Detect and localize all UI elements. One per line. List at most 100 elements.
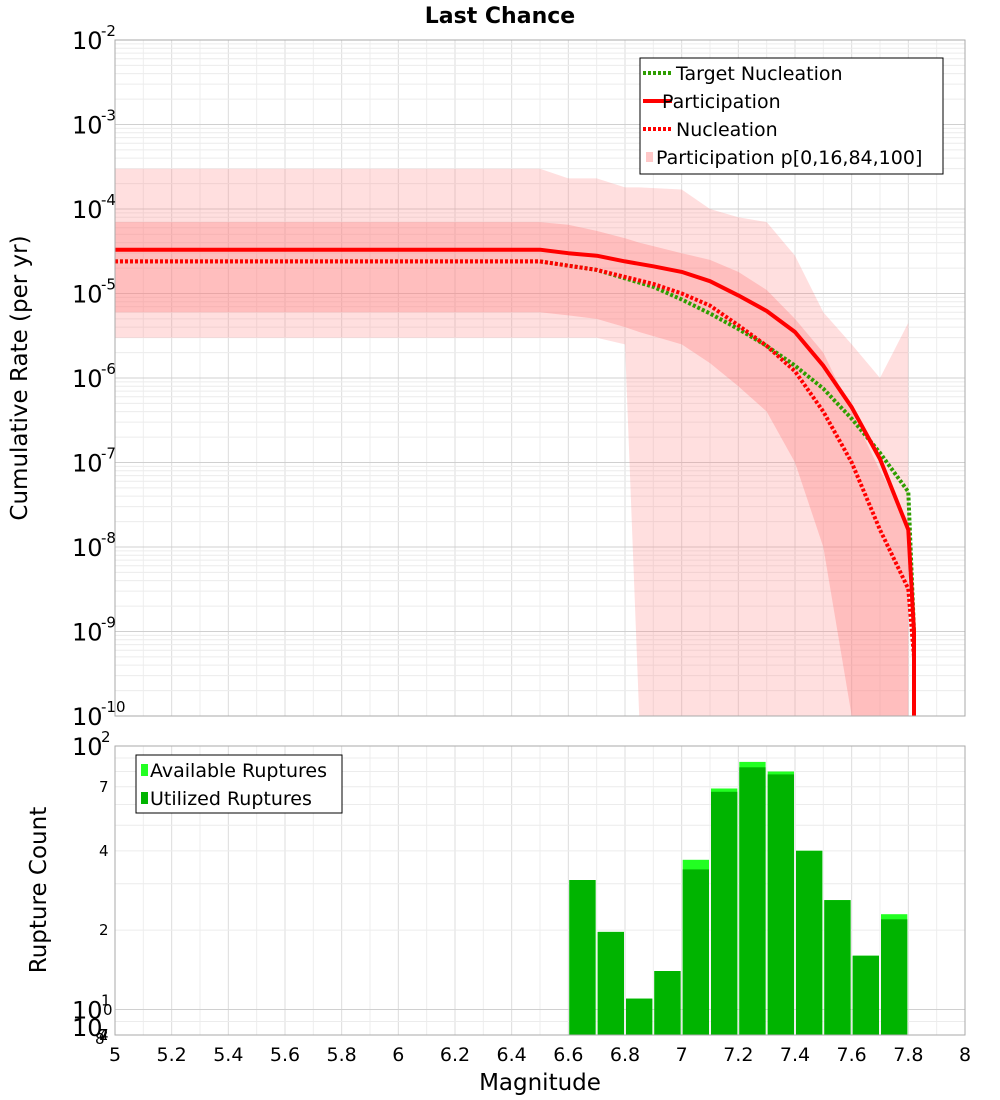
bottom-y-axis-label: Rupture Count [26,807,52,973]
rate-lines [115,247,916,716]
top-y-tick: 10-9 [72,614,116,647]
top-y-tick-exponent: -4 [101,191,116,209]
top-y-tick: 10-6 [72,360,116,393]
top-y-tick-exponent: -8 [101,529,116,547]
bottom-legend-label: Utilized Ruptures [150,788,312,810]
bottom-legend-item: Available Ruptures [141,760,327,782]
bottom-y-tick-exponent: 2 [101,728,111,746]
bottom-y-tick-minor: 4 [99,1026,109,1044]
top-legend-item: Target Nucleation [643,63,843,85]
x-ticks: 5 5.2 5.4 5.6 5.8 6 6.2 6.4 6.6 6.8 7 7.2 7.4 7.6 7.8 8 [109,1044,971,1066]
top-y-tick-exponent: -2 [101,22,116,40]
top-legend-swatch [646,152,653,162]
top-y-tick-base: 10 [72,703,103,731]
x-tick-label: 5.8 [327,1044,357,1066]
bottom-legend-item: Utilized Ruptures [141,788,312,810]
top-y-tick-base: 10 [72,27,103,55]
x-tick-label: 6.4 [497,1044,527,1066]
top-legend-label: Participation [662,91,781,113]
bottom-y-tick-minor: 4 [99,842,109,860]
top-y-axis-label: Cumulative Rate (per yr) [7,235,33,520]
rupture-bars [569,761,908,1035]
top-y-tick: 10-3 [72,107,116,140]
top-y-tick-base: 10 [72,534,103,562]
x-tick-label: 8 [959,1044,971,1066]
x-tick-label: 5.6 [270,1044,300,1066]
top-y-tick-base: 10 [72,365,103,393]
x-tick-label: 5.2 [157,1044,187,1066]
top-y-ticks: 10-210-310-410-510-610-710-810-910-10 [72,22,126,731]
top-y-tick-base: 10 [72,196,103,224]
x-tick-label: 7 [676,1044,688,1066]
bottom-y-tick-minor: 7 [99,778,109,796]
utilized-ruptures-bar [626,998,653,1035]
x-tick-label: 7.8 [893,1044,923,1066]
bottom-y-tick-minor: 2 [99,1026,109,1044]
top-y-tick: 10-8 [72,529,116,562]
top-y-tick: 10-4 [72,191,116,224]
top-legend-item: Nucleation [643,119,778,141]
chart-title: Last Chance [425,4,575,29]
top-y-tick: 10-2 [72,22,116,55]
top-y-tick: 10-7 [72,445,116,478]
top-legend-item: Participation [643,91,781,113]
top-legend-item: Participation p[0,16,84,100] [646,147,922,169]
utilized-ruptures-bar [739,767,766,1035]
top-y-tick-exponent: -7 [101,445,116,463]
x-tick-label: 6 [392,1044,404,1066]
x-tick-label: 5 [109,1044,121,1066]
x-tick-label: 7.4 [780,1044,810,1066]
utilized-ruptures-bar [569,880,596,1035]
top-y-tick-exponent: -5 [101,276,116,294]
top-legend-label: Nucleation [676,119,778,141]
utilized-ruptures-bar [682,869,709,1035]
x-tick-label: 7.2 [723,1044,753,1066]
top-y-tick-base: 10 [72,619,103,647]
bottom-y-tick-major: 102 [72,728,111,761]
bottom-legend-label: Available Ruptures [150,760,327,782]
bottom-y-tick-exponent: 1 [101,991,111,1009]
bottom-plot-frame [114,745,966,1036]
x-tick-label: 6.6 [553,1044,583,1066]
bottom-legend: Available Ruptures Utilized Ruptures [135,754,343,814]
utilized-ruptures-bar [654,971,681,1035]
top-legend: Target Nucleation Participation Nucleation… [639,57,944,175]
bottom-y-tick-minor: 7 [99,1026,109,1044]
bottom-y-tick-major: 101 [72,991,111,1024]
utilized-ruptures-bar [597,931,624,1035]
bottom-y-tick-edge: 8 [95,1030,105,1048]
utilized-ruptures-bar [796,850,823,1035]
bottom-y-tick-minor: 2 [99,921,109,939]
bottom-y-tick-base: 10 [72,1014,103,1042]
x-tick-label: 6.2 [440,1044,470,1066]
utilized-ruptures-bar [711,791,738,1035]
bottom-y-tick-base: 10 [72,996,103,1024]
top-y-tick-exponent: -9 [101,614,116,632]
top-legend-label: Target Nucleation [675,63,843,85]
bottom-legend-swatch [141,792,148,804]
top-plot-frame [114,39,966,717]
top-y-tick-base: 10 [72,450,103,478]
utilized-ruptures-bar [824,900,851,1035]
top-y-tick-base: 10 [72,112,103,140]
x-tick-label: 6.8 [610,1044,640,1066]
x-tick-label: 5.4 [213,1044,243,1066]
bottom-legend-swatch [141,764,148,776]
utilized-ruptures-bar [767,774,794,1035]
x-axis-label: Magnitude [479,1070,601,1096]
utilized-ruptures-bar [881,919,908,1035]
bottom-y-tick-major: 100 [72,1001,113,1042]
bottom-y-tick-base: 10 [72,733,103,761]
top-y-tick-exponent: -3 [101,107,116,125]
top-y-tick: 10-10 [72,698,126,731]
top-legend-box [639,57,944,175]
x-tick-label: 7.6 [837,1044,867,1066]
bottom-y-tick-exponent: 0 [103,1001,113,1019]
bottom-legend-box [135,754,343,814]
top-y-tick-base: 10 [72,281,103,309]
series-line-participation [115,247,916,716]
top-y-tick-exponent: -10 [101,698,126,716]
